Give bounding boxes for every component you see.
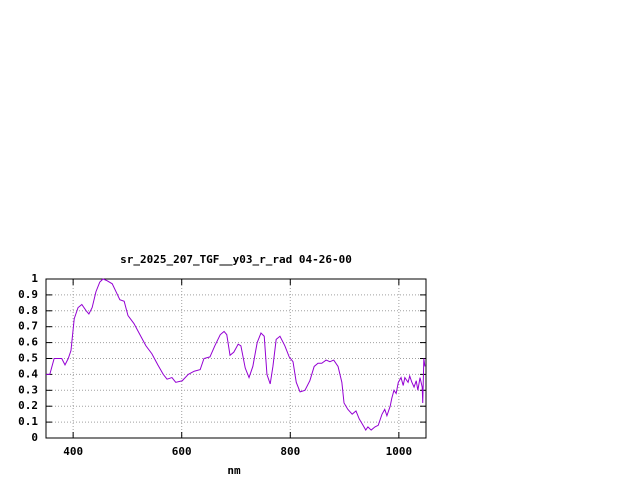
y-tick-label: 1 bbox=[31, 272, 38, 285]
data-line bbox=[46, 278, 426, 431]
y-tick-label: 0.3 bbox=[18, 383, 38, 396]
y-tick-label: 0.7 bbox=[18, 320, 38, 333]
chart-title: sr_2025_207_TGF__y03_r_rad 04-26-00 bbox=[120, 253, 352, 266]
y-tick-label: 0.1 bbox=[18, 415, 38, 428]
y-tick-label: 0.6 bbox=[18, 336, 38, 349]
y-tick-label: 0.4 bbox=[18, 367, 38, 380]
x-tick-label: 800 bbox=[280, 445, 300, 458]
y-tick-label: 0.8 bbox=[18, 304, 38, 317]
x-tick-label: 1000 bbox=[386, 445, 413, 458]
x-tick-label: 400 bbox=[63, 445, 83, 458]
x-axis-label: nm bbox=[227, 464, 241, 477]
y-tick-label: 0 bbox=[31, 431, 38, 444]
y-tick-label: 0.5 bbox=[18, 352, 38, 365]
plot-frame bbox=[45, 278, 427, 439]
y-tick-label: 0.2 bbox=[18, 399, 38, 412]
x-tick-label: 600 bbox=[172, 445, 192, 458]
y-tick-label: 0.9 bbox=[18, 288, 38, 301]
